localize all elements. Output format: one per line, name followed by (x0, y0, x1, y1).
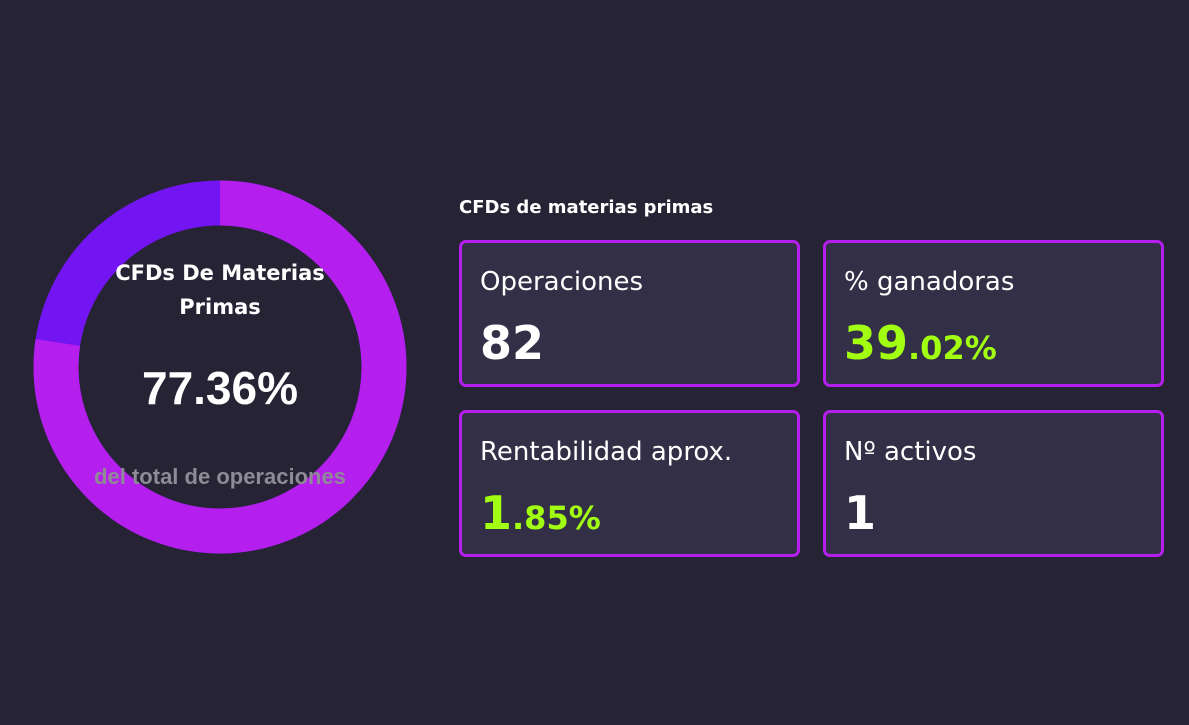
donut-chart: CFDs De Materias Primas 77.36% del total… (33, 180, 407, 554)
stat-label: Nº activos (844, 437, 977, 467)
donut-caption: del total de operaciones (94, 464, 346, 489)
stat-label: Rentabilidad aprox. (480, 437, 733, 467)
stat-value-decimal: .85% (512, 499, 601, 537)
stat-card-rentabilidad: Rentabilidad aprox. 1.85% (459, 410, 800, 557)
stat-label: % ganadoras (844, 267, 1015, 297)
stat-value-decimal: .02% (908, 329, 997, 367)
stat-card-ganadoras: % ganadoras 39.02% (823, 240, 1164, 387)
donut-ring (33, 180, 407, 554)
stat-card-activos: Nº activos 1 (823, 410, 1164, 557)
stat-value: 82 (480, 315, 544, 382)
stat-value: 39.02% (844, 315, 997, 382)
stat-value-number: 82 (480, 316, 545, 370)
stat-value: 1 (844, 485, 876, 552)
stat-card-operaciones: Operaciones 82 (459, 240, 800, 387)
donut-percentage: 77.36% (141, 362, 298, 414)
stat-label: Operaciones (480, 267, 644, 297)
donut-share-segment (33, 180, 407, 554)
section-title: CFDs de materias primas (459, 197, 714, 218)
stat-value: 1.85% (480, 485, 601, 552)
stat-value-number: 1 (844, 486, 877, 540)
stat-value-integer: 1 (480, 486, 513, 540)
stat-value-integer: 39 (844, 316, 909, 370)
donut-title: CFDs De Materias Primas (115, 261, 325, 319)
